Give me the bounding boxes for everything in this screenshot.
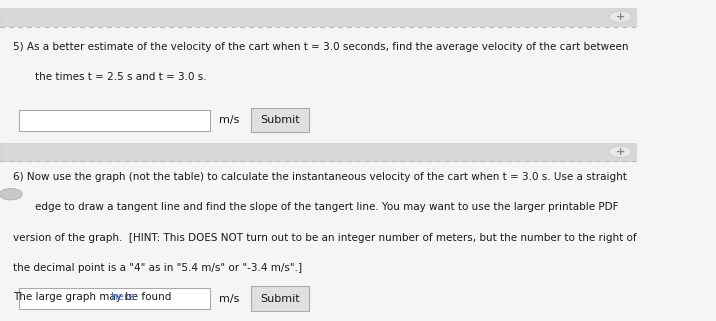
- Text: version of the graph.  [HINT: This DOES NOT turn out to be an integer number of : version of the graph. [HINT: This DOES N…: [13, 233, 637, 243]
- Text: the decimal point is a "4" as in "5.4 m/s" or "-3.4 m/s".]: the decimal point is a "4" as in "5.4 m/…: [13, 263, 302, 273]
- Circle shape: [609, 146, 632, 158]
- Text: the times t = 2.5 s and t = 3.0 s.: the times t = 2.5 s and t = 3.0 s.: [35, 72, 207, 82]
- Circle shape: [0, 188, 22, 200]
- Text: 5) As a better estimate of the velocity of the cart when t = 3.0 seconds, find t: 5) As a better estimate of the velocity …: [13, 42, 628, 52]
- Text: here.: here.: [111, 292, 138, 302]
- FancyBboxPatch shape: [19, 288, 210, 309]
- FancyBboxPatch shape: [0, 8, 637, 26]
- FancyBboxPatch shape: [0, 143, 637, 160]
- Text: edge to draw a tangent line and find the slope of the tangert line. You may want: edge to draw a tangent line and find the…: [35, 202, 619, 212]
- Text: Submit: Submit: [260, 115, 300, 126]
- Text: Submit: Submit: [260, 293, 300, 304]
- FancyBboxPatch shape: [251, 108, 309, 132]
- Text: The large graph may be found: The large graph may be found: [13, 292, 175, 302]
- Text: +: +: [616, 147, 625, 157]
- FancyBboxPatch shape: [19, 110, 210, 131]
- FancyBboxPatch shape: [251, 286, 309, 311]
- Circle shape: [609, 11, 632, 23]
- Text: +: +: [616, 12, 625, 22]
- Text: m/s: m/s: [220, 115, 240, 126]
- Text: m/s: m/s: [220, 293, 240, 304]
- Text: 6) Now use the graph (not the table) to calculate the instantaneous velocity of : 6) Now use the graph (not the table) to …: [13, 172, 626, 182]
